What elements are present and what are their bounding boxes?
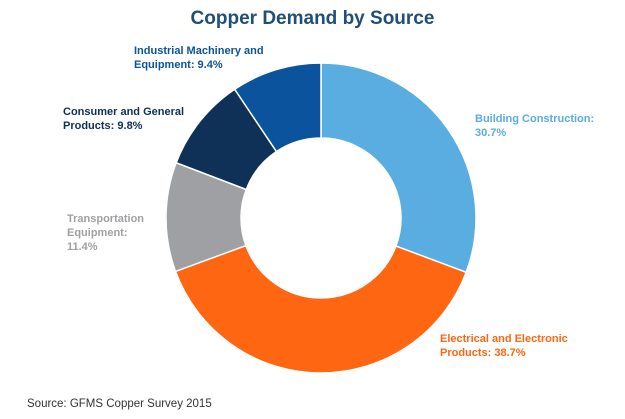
slice-label-line: Consumer and General bbox=[63, 106, 185, 118]
chart-title: Copper Demand by Source bbox=[190, 8, 435, 29]
slice-label-line: Electrical and Electronic bbox=[440, 333, 568, 345]
donut-slice-industrial-machinery-and-equipment bbox=[233, 62, 322, 153]
slice-label-line: 30.7% bbox=[475, 127, 507, 139]
slice-label-line: 11.4% bbox=[67, 241, 98, 253]
slice-label-line: Equipment: bbox=[67, 227, 128, 239]
chart-source: Source: GFMS Copper Survey 2015 bbox=[27, 398, 212, 410]
slice-label-line: Transportation bbox=[67, 213, 145, 225]
slice-label-consumer-and-general-products: Consumer and General Products: 9.8% bbox=[63, 105, 184, 133]
donut-slice-building-construction bbox=[320, 62, 477, 274]
slice-label-industrial-machinery-and-equipment: Industrial Machinery and Equipment: 9.4% bbox=[134, 44, 264, 72]
slice-label-line: Products: 38.7% bbox=[440, 347, 526, 359]
slice-label-line: Industrial Machinery and bbox=[134, 45, 264, 57]
slice-label-line: Products: 9.8% bbox=[63, 120, 143, 132]
slice-label-electrical-and-electronic-products: Electrical and Electronic Products: 38.7% bbox=[440, 332, 568, 360]
slice-label-line: Equipment: 9.4% bbox=[134, 59, 223, 71]
slice-label-line: Building Construction: bbox=[475, 113, 595, 125]
donut-slice-electrical-and-electronic-products bbox=[174, 244, 468, 374]
slice-label-building-construction: Building Construction: 30.7% bbox=[475, 112, 594, 140]
slice-label-transportation-equipment: Transportation Equipment: 11.4% bbox=[67, 212, 144, 254]
